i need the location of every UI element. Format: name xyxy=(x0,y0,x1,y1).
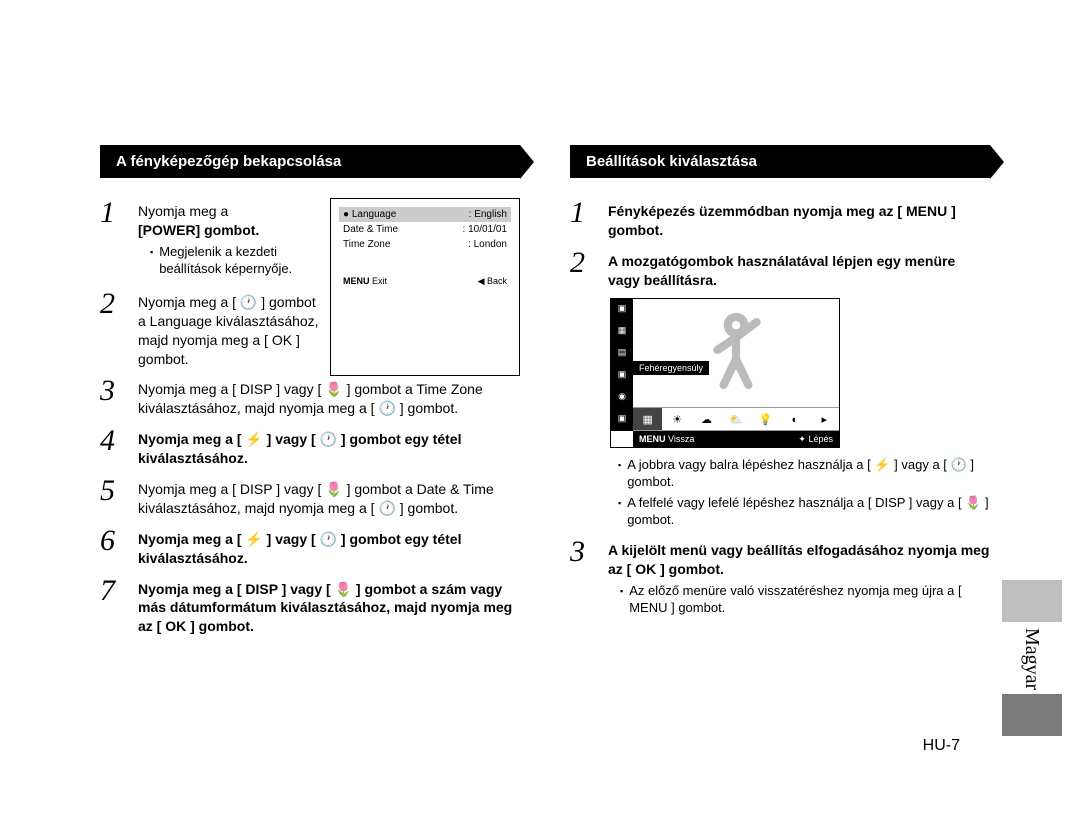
step-text: Nyomja meg a [ DISP ] vagy [ 🌷 ] gombot … xyxy=(138,576,520,637)
sub-bullet: A jobbra vagy balra lépéshez használja a… xyxy=(618,456,990,491)
sub-bullet: Az előző menüre való visszatéréshez nyom… xyxy=(620,582,990,617)
step-text: Nyomja meg a [ ⚡ ] vagy [ 🕐 ] gombot egy… xyxy=(138,526,520,568)
lcd-row-timezone: Time Zone: London xyxy=(339,237,511,252)
step-text: Nyomja meg a [ DISP ] vagy [ 🌷 ] gombot … xyxy=(138,476,520,518)
step-num: 5 xyxy=(100,476,128,506)
step-num: 7 xyxy=(100,576,128,606)
sub-bullet: A felfelé vagy lefelé lépéshez használja… xyxy=(618,494,990,529)
sub-bullet: Megjelenik a kezdeti beállítások képerny… xyxy=(150,243,320,278)
lcd-row-language: ● Language: English xyxy=(339,207,511,222)
lcd-footer: MENU Exit◀ Back xyxy=(339,276,511,287)
side-tab-label: Magyar xyxy=(1002,622,1061,690)
right-banner: Beállítások kiválasztása xyxy=(570,145,990,178)
side-tab-bottom xyxy=(1002,694,1062,736)
side-tab: Magyar xyxy=(1002,580,1062,736)
lcd2-figure xyxy=(633,299,839,407)
step-6: 6 Nyomja meg a [ ⚡ ] vagy [ 🕐 ] gombot e… xyxy=(100,526,520,568)
step-3: 3 Nyomja meg a [ DISP ] vagy [ 🌷 ] gombo… xyxy=(100,376,520,418)
lcd2-screen: ▣▦▤▣◉▣ Fehéregyensúly ▦☀☁⛅💡◐▸ MENU Vissz… xyxy=(610,298,840,448)
step-text: Nyomja meg a [ 🕐 ] gombot a Language kiv… xyxy=(138,289,320,369)
step-num: 2 xyxy=(570,248,598,278)
lcd2-strip: ▦☀☁⛅💡◐▸ xyxy=(633,407,839,431)
right-column: Beállítások kiválasztása 1 Fényképezés ü… xyxy=(570,145,990,644)
step-r2: 2 A mozgatógombok használatával lépjen e… xyxy=(570,248,990,290)
page-number: HU-7 xyxy=(923,737,960,755)
step-num: 4 xyxy=(100,426,128,456)
lcd2-footer: MENU Vissza✦ Lépés xyxy=(633,431,839,447)
step-r1: 1 Fényképezés üzemmódban nyomja meg az [… xyxy=(570,198,990,240)
step-num: 1 xyxy=(100,198,128,228)
step-7: 7 Nyomja meg a [ DISP ] vagy [ 🌷 ] gombo… xyxy=(100,576,520,637)
lcd2-label: Fehéregyensúly xyxy=(633,361,709,375)
step-2: 2 Nyomja meg a [ 🕐 ] gombot a Language k… xyxy=(100,289,320,369)
step-text: Nyomja meg a [ DISP ] vagy [ 🌷 ] gombot … xyxy=(138,376,520,418)
step-num: 1 xyxy=(570,198,598,228)
step-4: 4 Nyomja meg a [ ⚡ ] vagy [ 🕐 ] gombot e… xyxy=(100,426,520,468)
side-tab-top xyxy=(1002,580,1062,622)
step-num: 3 xyxy=(570,537,598,567)
lcd2-sidebar: ▣▦▤▣◉▣ xyxy=(611,299,633,431)
step-text: Fényképezés üzemmódban nyomja meg az [ M… xyxy=(608,198,990,240)
step-text: Nyomja meg a [POWER] gombot. Megjelenik … xyxy=(138,198,320,281)
left-banner: A fényképezőgép bekapcsolása xyxy=(100,145,520,178)
step-num: 2 xyxy=(100,289,128,319)
step-text: A kijelölt menü vagy beállítás elfogadás… xyxy=(608,537,990,620)
step-5: 5 Nyomja meg a [ DISP ] vagy [ 🌷 ] gombo… xyxy=(100,476,520,518)
step-1: 1 Nyomja meg a [POWER] gombot. Megjeleni… xyxy=(100,198,320,281)
lcd-screen: ● Language: English Date & Time: 10/01/0… xyxy=(330,198,520,376)
lcd-row-datetime: Date & Time: 10/01/01 xyxy=(339,222,511,237)
step-text: Nyomja meg a [ ⚡ ] vagy [ 🕐 ] gombot egy… xyxy=(138,426,520,468)
step-num: 3 xyxy=(100,376,128,406)
left-column: A fényképezőgép bekapcsolása 1 Nyomja me… xyxy=(100,145,520,644)
step-text: A mozgatógombok használatával lépjen egy… xyxy=(608,248,990,290)
step-num: 6 xyxy=(100,526,128,556)
step-r3: 3 A kijelölt menü vagy beállítás elfogad… xyxy=(570,537,990,620)
